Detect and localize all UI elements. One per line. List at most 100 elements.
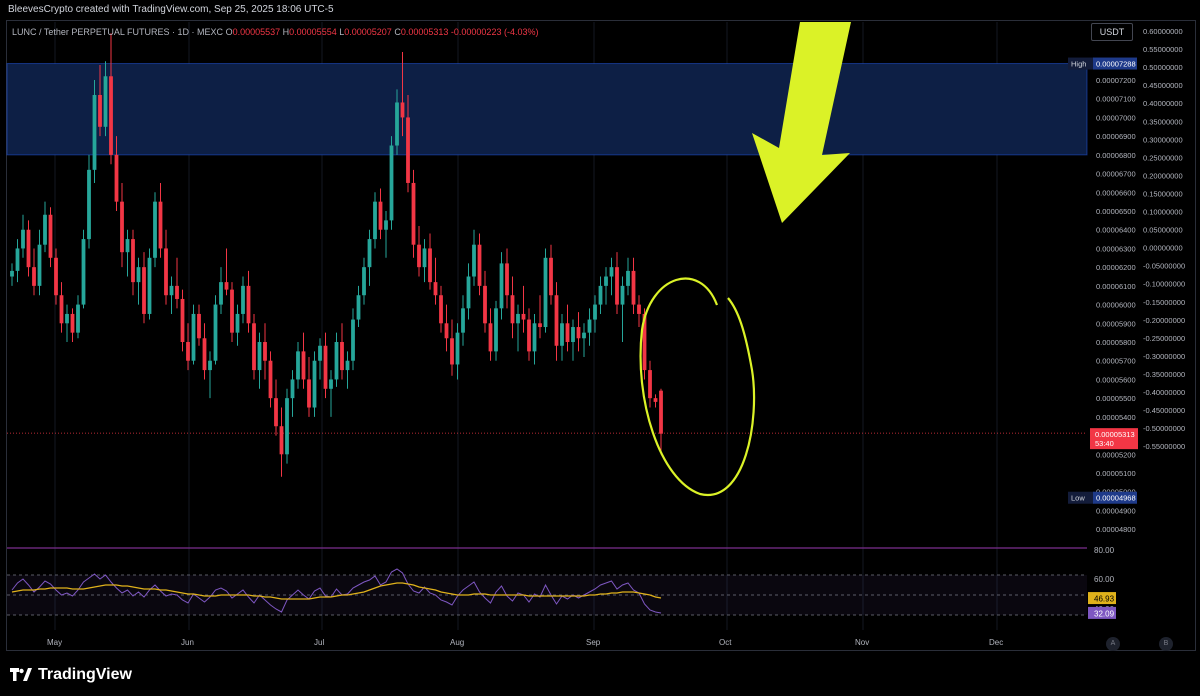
candle-body <box>422 248 427 268</box>
time-axis-label: May <box>47 638 62 647</box>
percent-axis-tick-label: -0.25000000 <box>1143 334 1185 343</box>
candle-body <box>560 323 564 346</box>
candle-body <box>54 257 58 296</box>
candle-body <box>538 323 542 328</box>
price-axis-tick-label: 0.00006900 <box>1096 132 1136 141</box>
candle-body <box>131 239 135 283</box>
candle-body <box>494 308 498 352</box>
candle-body <box>323 345 328 389</box>
candle-body <box>615 267 619 305</box>
candle-body <box>521 313 526 320</box>
percent-axis-tick-label: 0.35000000 <box>1143 117 1183 126</box>
time-axis-label: Oct <box>719 638 732 647</box>
candle-body <box>186 342 190 361</box>
price-axis-tick-label: 0.00006100 <box>1096 282 1136 291</box>
candle-body <box>439 295 443 324</box>
candle-body <box>15 248 20 271</box>
candle-body <box>213 304 218 361</box>
percent-axis-tick-label: 0.60000000 <box>1143 27 1183 36</box>
candle-body <box>527 319 531 352</box>
rsi-axis-tick-label: 80.00 <box>1094 546 1115 555</box>
candle-body <box>125 239 130 253</box>
candle-body <box>158 201 163 249</box>
candle-body <box>10 270 14 277</box>
percent-axis-tick-label: 0.20000000 <box>1143 171 1183 180</box>
price-axis-tick-label: 0.00006000 <box>1096 301 1136 310</box>
candle-body <box>87 169 91 240</box>
low-marker-badge <box>1068 491 1094 504</box>
candle-body <box>257 342 262 371</box>
percent-axis-tick-label: 0.55000000 <box>1143 45 1183 54</box>
candle-body <box>417 244 421 268</box>
candle-body <box>659 390 663 434</box>
open-value: 0.00005537 <box>232 27 281 37</box>
candle-body <box>312 360 317 408</box>
candle-body <box>318 345 322 361</box>
candle-body <box>120 201 124 253</box>
tradingview-wordmark: TradingView <box>38 666 132 683</box>
candle-body <box>301 351 306 380</box>
price-axis-tick-label: 0.00005200 <box>1096 450 1136 459</box>
percent-axis-tick-label: -0.35000000 <box>1143 370 1185 379</box>
log-scale-button[interactable]: B <box>1159 637 1173 651</box>
rsi-line <box>11 568 662 614</box>
candle-body <box>37 244 42 286</box>
price-axis-tick-label: 0.00004800 <box>1096 525 1136 534</box>
symbol-name: LUNC / Tether PERPETUAL FUTURES · 1D · M… <box>12 27 224 37</box>
low-label: L <box>339 27 345 37</box>
candle-body <box>516 313 520 324</box>
candle-body <box>620 285 625 305</box>
rsi-axis-tick-label: 60.00 <box>1094 575 1115 584</box>
currency-button[interactable]: USDT <box>1091 23 1133 41</box>
high-marker-label: High <box>1071 60 1086 69</box>
candle-body <box>648 370 652 399</box>
price-axis-tick-label: 0.00006700 <box>1096 170 1136 179</box>
percent-axis-tick-label: 0.25000000 <box>1143 153 1183 162</box>
candle-body <box>65 313 69 324</box>
rsi-value-badge <box>1088 606 1116 619</box>
candle-body <box>395 102 399 146</box>
candle-body <box>279 426 284 455</box>
candle-body <box>565 323 570 343</box>
time-axis-label: Nov <box>855 638 869 647</box>
candle-body <box>252 323 256 371</box>
candle-body <box>43 214 47 245</box>
percent-axis-tick-label: 0.05000000 <box>1143 226 1183 235</box>
candle-body <box>461 308 465 333</box>
candle-body <box>450 338 454 365</box>
price-axis-tick-label: 0.00006200 <box>1096 263 1136 272</box>
candle-body <box>219 282 223 305</box>
candle-body <box>351 319 355 361</box>
percent-axis-tick-label: -0.30000000 <box>1143 352 1185 361</box>
high-marker-badge <box>1068 57 1094 70</box>
candle-body <box>400 102 405 118</box>
candle-body <box>505 263 509 296</box>
candle-body <box>466 276 471 309</box>
candle-body <box>191 313 196 361</box>
rsi-ma-value-badge <box>1088 592 1116 605</box>
candle-body <box>609 267 614 277</box>
annotation-circle <box>639 277 756 497</box>
low-marker-value: 0.00004968 <box>1096 494 1136 503</box>
change-value: -0.00000223 (-4.03%) <box>450 27 539 37</box>
percent-axis-tick-label: 0.00000000 <box>1143 244 1183 253</box>
candle-body <box>180 298 185 343</box>
high-marker-value: 0.00007288 <box>1096 60 1136 69</box>
percent-axis-tick-label: -0.20000000 <box>1143 316 1185 325</box>
high-value: 0.00005554 <box>289 27 337 37</box>
last-price-badge <box>1090 428 1138 450</box>
price-axis-tick-label: 0.00005800 <box>1096 338 1136 347</box>
candle-body <box>604 276 608 286</box>
low-value: 0.00005207 <box>344 27 392 37</box>
top-bar: BleevesCrypto created with TradingView.c… <box>0 0 1200 20</box>
price-axis-tick-label: 0.00006300 <box>1096 244 1136 253</box>
candle-body <box>147 257 152 314</box>
candle-body <box>334 342 339 380</box>
open-label: O <box>225 27 233 37</box>
candle-body <box>631 270 636 305</box>
auto-scale-button[interactable]: A <box>1106 637 1120 651</box>
symbol-legend: LUNC / Tether PERPETUAL FUTURES · 1D · M… <box>12 27 538 37</box>
percent-axis-tick-label: -0.40000000 <box>1143 388 1185 397</box>
candle-body <box>246 285 251 324</box>
